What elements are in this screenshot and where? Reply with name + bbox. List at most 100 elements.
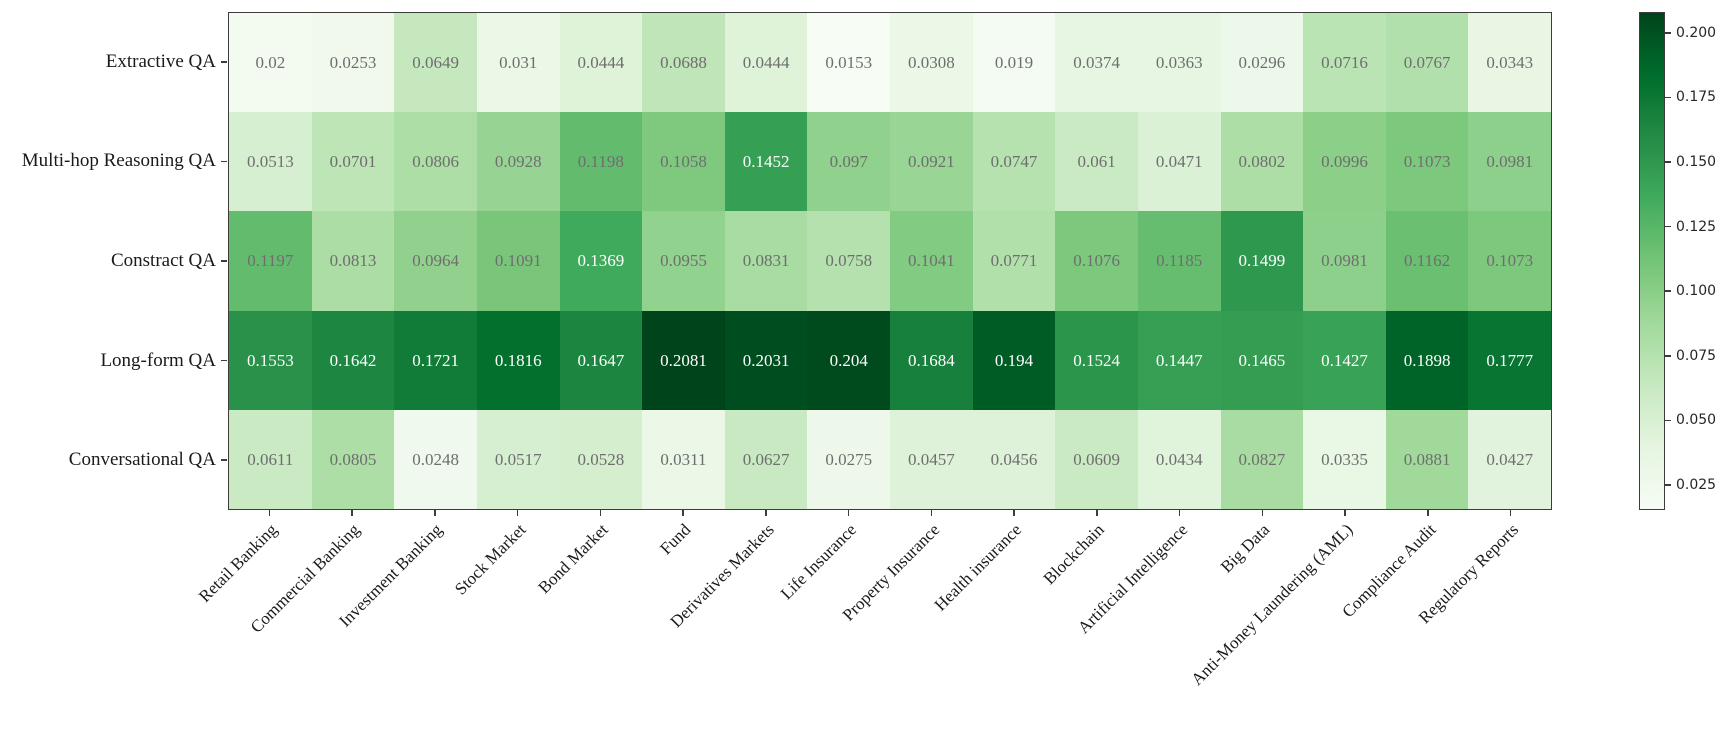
x-tick-mark: [682, 510, 684, 516]
heatmap-cell: 0.0813: [311, 211, 395, 311]
x-tick-label: Health insurance: [931, 520, 1026, 615]
heatmap-cell: 0.0802: [1220, 112, 1304, 212]
colorbar-tick-label: 0.100: [1676, 283, 1717, 300]
x-tick-mark: [516, 510, 519, 516]
heatmap-cell: 0.1198: [559, 112, 643, 212]
heatmap-cell: 0.194: [972, 310, 1056, 410]
colorbar-tick-label: 0.025: [1676, 476, 1717, 493]
colorbar-tick-mark: [1665, 96, 1671, 99]
heatmap-cell: 0.0609: [1055, 409, 1138, 509]
heatmap-cell: 0.0296: [1220, 13, 1304, 113]
heatmap-cell: 0.0806: [394, 112, 477, 212]
y-tick-mark: [221, 160, 227, 163]
x-tick-mark: [1096, 510, 1098, 516]
heatmap-cell: 0.1684: [890, 310, 973, 410]
heatmap-cell: 0.031: [476, 13, 560, 113]
heatmap-cell: 0.0996: [1303, 112, 1386, 212]
heatmap-cell: 0.019: [972, 13, 1056, 113]
heatmap-cell: 0.0758: [807, 211, 890, 311]
colorbar-tick-label: 0.125: [1676, 218, 1717, 235]
heatmap-cell: 0.0767: [1385, 13, 1469, 113]
x-tick-mark: [434, 510, 436, 516]
heatmap-cell: 0.1499: [1220, 211, 1304, 311]
heatmap-cell: 0.0275: [807, 409, 890, 509]
heatmap-cell: 0.0253: [311, 13, 395, 113]
x-tick-label: Retail Banking: [194, 520, 281, 606]
heatmap-cell: 0.1642: [311, 310, 395, 410]
heatmap-cell: 0.1721: [394, 310, 477, 410]
heatmap-cell: 0.1816: [476, 310, 560, 410]
colorbar-tick-label: 0.200: [1676, 24, 1717, 41]
colorbar-tick-mark: [1665, 225, 1671, 228]
heatmap-cell: 0.1452: [724, 112, 808, 212]
heatmap-cell: 0.0747: [972, 112, 1056, 212]
heatmap-cell: 0.1524: [1055, 310, 1138, 410]
heatmap-cell: 0.0311: [642, 409, 725, 509]
heatmap-cell: 0.061: [1055, 112, 1138, 212]
heatmap-cell: 0.1058: [642, 112, 725, 212]
heatmap-cell: 0.0716: [1303, 13, 1386, 113]
heatmap-cell: 0.2031: [724, 310, 808, 410]
y-tick-label: Extractive QA: [105, 50, 216, 72]
y-tick-label: Multi-hop Reasoning QA: [21, 150, 216, 172]
x-tick-label: Big Data: [1217, 520, 1274, 577]
y-tick-mark: [221, 61, 227, 63]
heatmap-cell: 0.0611: [229, 409, 312, 509]
heatmap-cell: 0.097: [807, 112, 890, 212]
heatmap-cell: 0.0881: [1385, 409, 1469, 509]
colorbar-tick-label: 0.075: [1676, 347, 1717, 364]
colorbar-tick-label: 0.175: [1676, 89, 1717, 106]
x-tick-mark: [1261, 510, 1264, 516]
heatmap-cell: 0.1197: [229, 211, 312, 311]
heatmap-cell: 0.0363: [1137, 13, 1221, 113]
heatmap-cell: 0.0457: [890, 409, 973, 509]
heatmap-cell: 0.1465: [1220, 310, 1304, 410]
x-tick-mark: [1344, 510, 1346, 516]
y-tick-mark: [221, 260, 227, 262]
heatmap-cell: 0.0831: [724, 211, 808, 311]
colorbar-tick-mark: [1665, 419, 1671, 422]
y-tick-mark: [221, 359, 227, 362]
x-tick-label: Bond Market: [534, 520, 612, 598]
heatmap-cell: 0.0308: [890, 13, 973, 113]
heatmap-cell: 0.1369: [559, 211, 643, 311]
heatmap-plot: 0.02 0.0253 0.0649 0.031 0.0444 0.0688 0.0444 0…: [228, 12, 1552, 510]
heatmap-cell: 0.0964: [394, 211, 477, 311]
heatmap-cell: 0.0517: [476, 409, 560, 509]
heatmap-cell: 0.1447: [1137, 310, 1221, 410]
heatmap-cell: 0.1162: [1385, 211, 1469, 311]
colorbar-tick-mark: [1665, 355, 1671, 357]
heatmap-cell: 0.0771: [972, 211, 1056, 311]
colorbar-tick-label: 0.150: [1676, 154, 1717, 171]
heatmap-cell: 0.0805: [311, 409, 395, 509]
heatmap-cell: 0.0688: [642, 13, 725, 113]
heatmap-cell: 0.0981: [1303, 211, 1386, 311]
heatmap-cell: 0.0335: [1303, 409, 1386, 509]
x-tick-mark: [847, 510, 850, 516]
heatmap-cell: 0.0928: [476, 112, 560, 212]
heatmap-cell: 0.1076: [1055, 211, 1138, 311]
heatmap-cell: 0.0513: [229, 112, 312, 212]
heatmap-cell: 0.0248: [394, 409, 477, 509]
heatmap-cell: 0.1777: [1468, 310, 1551, 410]
x-tick-label: Life Insurance: [776, 520, 861, 604]
heatmap-cells: 0.02 0.0253 0.0649 0.031 0.0444 0.0688 0.0444 0…: [229, 13, 1551, 509]
colorbar-tick-mark: [1665, 32, 1671, 34]
heatmap-cell: 0.0444: [559, 13, 643, 113]
heatmap-cell: 0.204: [807, 310, 890, 410]
heatmap-cell: 0.1553: [229, 310, 312, 410]
heatmap-cell: 0.1427: [1303, 310, 1386, 410]
heatmap-cell: 0.0456: [972, 409, 1056, 509]
heatmap-cell: 0.0627: [724, 409, 808, 509]
heatmap-cell: 0.0827: [1220, 409, 1304, 509]
x-tick-mark: [1509, 510, 1512, 516]
heatmap-cell: 0.0981: [1468, 112, 1551, 212]
x-tick-mark: [268, 510, 271, 516]
x-tick-label: Anti-Money Laundering (AML): [1187, 520, 1357, 690]
x-tick-mark: [1178, 510, 1181, 516]
heatmap-cell: 0.1091: [476, 211, 560, 311]
heatmap-cell: 0.0701: [311, 112, 395, 212]
x-tick-mark: [1427, 510, 1429, 516]
heatmap-cell: 0.1185: [1137, 211, 1221, 311]
